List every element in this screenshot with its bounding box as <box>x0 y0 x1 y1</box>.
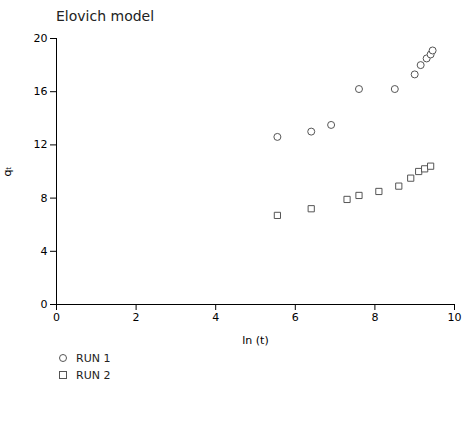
svg-text:2: 2 <box>133 311 140 324</box>
svg-text:8: 8 <box>371 311 378 324</box>
svg-text:ln (t): ln (t) <box>242 334 268 347</box>
html-text:RUN 2: RUN 2 <box>76 368 111 382</box>
svg-text:10: 10 <box>448 311 462 324</box>
svg-text:8: 8 <box>41 192 48 205</box>
svg-text:4: 4 <box>212 311 219 324</box>
html-text:Elovich model: Elovich model <box>56 8 155 24</box>
svg-text:0: 0 <box>53 311 60 324</box>
svg-text:4: 4 <box>41 245 48 258</box>
svg-text:qₜ: qₜ <box>1 166 14 176</box>
svg-text:6: 6 <box>292 311 299 324</box>
svg-text:0: 0 <box>41 298 48 311</box>
svg-text:16: 16 <box>34 85 48 98</box>
svg-text:12: 12 <box>34 138 48 151</box>
html-text:RUN 1: RUN 1 <box>76 351 111 365</box>
svg-text:20: 20 <box>34 32 48 45</box>
